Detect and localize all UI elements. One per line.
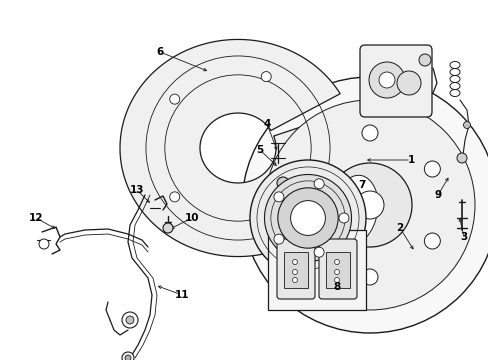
FancyBboxPatch shape (318, 239, 356, 299)
Circle shape (361, 269, 377, 285)
FancyBboxPatch shape (276, 239, 314, 299)
Circle shape (292, 270, 297, 274)
Text: 8: 8 (333, 282, 340, 292)
Text: 2: 2 (396, 223, 403, 233)
Circle shape (242, 77, 488, 333)
Text: 6: 6 (156, 47, 163, 57)
Circle shape (276, 177, 288, 189)
Circle shape (355, 191, 383, 219)
Circle shape (418, 54, 430, 66)
Circle shape (313, 179, 324, 189)
Text: 11: 11 (174, 290, 189, 300)
Circle shape (122, 312, 138, 328)
Polygon shape (120, 40, 355, 257)
Circle shape (424, 161, 440, 177)
Circle shape (299, 233, 315, 249)
Circle shape (368, 62, 404, 98)
Circle shape (126, 316, 134, 324)
Circle shape (39, 239, 49, 249)
Circle shape (456, 153, 466, 163)
Circle shape (292, 278, 297, 283)
Text: 4: 4 (263, 119, 270, 129)
Circle shape (125, 355, 131, 360)
Text: 7: 7 (358, 180, 365, 190)
Bar (284, 252, 307, 288)
Circle shape (378, 72, 394, 88)
Ellipse shape (331, 175, 377, 245)
Circle shape (163, 223, 173, 233)
Circle shape (334, 260, 339, 265)
Circle shape (299, 161, 315, 177)
FancyBboxPatch shape (359, 45, 431, 117)
Circle shape (273, 234, 284, 244)
Text: 3: 3 (459, 232, 467, 242)
Circle shape (249, 160, 365, 276)
Circle shape (327, 163, 411, 247)
Circle shape (338, 213, 348, 223)
Text: 5: 5 (256, 145, 263, 155)
Circle shape (273, 192, 284, 202)
Circle shape (274, 209, 284, 219)
Circle shape (122, 352, 134, 360)
Circle shape (313, 247, 324, 257)
Circle shape (463, 122, 469, 129)
Bar (267, 230, 365, 310)
Circle shape (396, 71, 420, 95)
Text: 12: 12 (29, 213, 43, 223)
Circle shape (292, 260, 297, 265)
Circle shape (290, 201, 325, 235)
Circle shape (277, 188, 338, 248)
Circle shape (261, 72, 271, 82)
Circle shape (169, 94, 180, 104)
Text: 10: 10 (184, 213, 199, 223)
Text: 1: 1 (407, 155, 414, 165)
Circle shape (264, 100, 474, 310)
Circle shape (264, 175, 351, 261)
Bar (325, 252, 349, 288)
Circle shape (361, 125, 377, 141)
Text: 13: 13 (129, 185, 144, 195)
Circle shape (334, 270, 339, 274)
Circle shape (424, 233, 440, 249)
Circle shape (169, 192, 180, 202)
Circle shape (334, 278, 339, 283)
Text: 9: 9 (433, 190, 441, 200)
